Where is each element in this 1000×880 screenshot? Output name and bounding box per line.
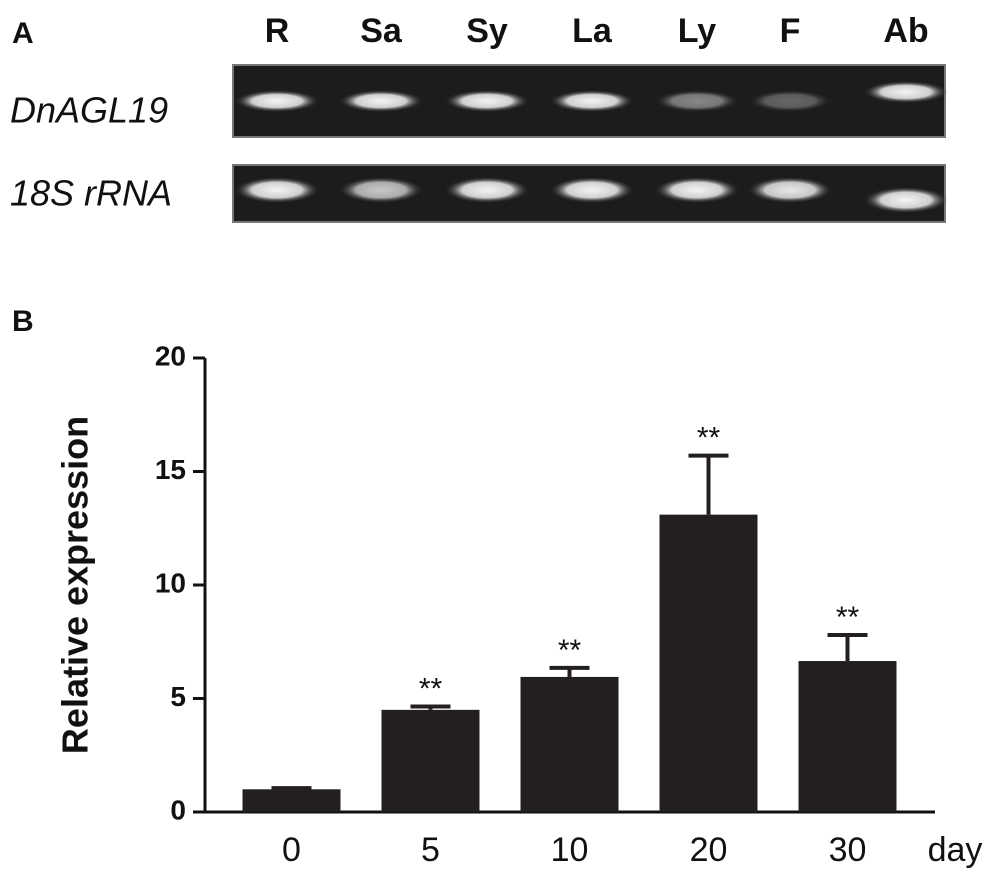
gel-row-label: 18S rRNA xyxy=(10,173,172,214)
bar xyxy=(242,789,341,812)
gel-band xyxy=(339,90,423,112)
panel-label: A xyxy=(12,17,34,50)
y-axis-label: Relative expression xyxy=(55,416,96,754)
lane-label: F xyxy=(780,12,801,50)
gel-band xyxy=(445,90,529,112)
x-axis-label: day xyxy=(928,831,983,869)
significance-label: ** xyxy=(419,672,443,705)
gel-row-label: DnAGL19 xyxy=(10,90,168,131)
x-tick-label: 20 xyxy=(690,831,728,869)
gel-band xyxy=(655,90,739,112)
y-tick-label: 15 xyxy=(155,454,186,485)
y-tick-label: 10 xyxy=(155,567,186,598)
gel-band xyxy=(235,177,319,203)
gel-band xyxy=(235,90,319,112)
lane-label: Sa xyxy=(360,12,403,50)
bar xyxy=(381,709,480,812)
gel-band xyxy=(748,177,832,203)
y-tick-label: 5 xyxy=(170,681,186,712)
gel-band xyxy=(339,177,423,203)
significance-label: ** xyxy=(697,422,721,455)
y-tick-label: 0 xyxy=(170,794,186,825)
lane-label: Sy xyxy=(466,12,508,50)
lane-label: Ly xyxy=(678,12,717,50)
bar xyxy=(659,514,758,812)
x-tick-label: 5 xyxy=(421,831,440,869)
bar xyxy=(520,676,619,812)
gel-band xyxy=(550,177,634,203)
gel-band xyxy=(864,187,948,213)
gel-band xyxy=(748,90,832,112)
gel-band xyxy=(445,177,529,203)
gel-band xyxy=(655,177,739,203)
lane-label: La xyxy=(572,12,613,50)
x-tick-label: 0 xyxy=(282,831,301,869)
significance-label: ** xyxy=(836,601,860,634)
gel-band xyxy=(864,81,948,103)
gel-band xyxy=(550,90,634,112)
lane-label: R xyxy=(265,12,290,50)
y-tick-label: 20 xyxy=(155,340,186,371)
significance-label: ** xyxy=(558,634,582,667)
lane-label: Ab xyxy=(883,12,928,50)
bar xyxy=(798,661,897,812)
x-tick-label: 10 xyxy=(551,831,589,869)
x-tick-label: 30 xyxy=(829,831,867,869)
panel-label: B xyxy=(12,305,34,338)
